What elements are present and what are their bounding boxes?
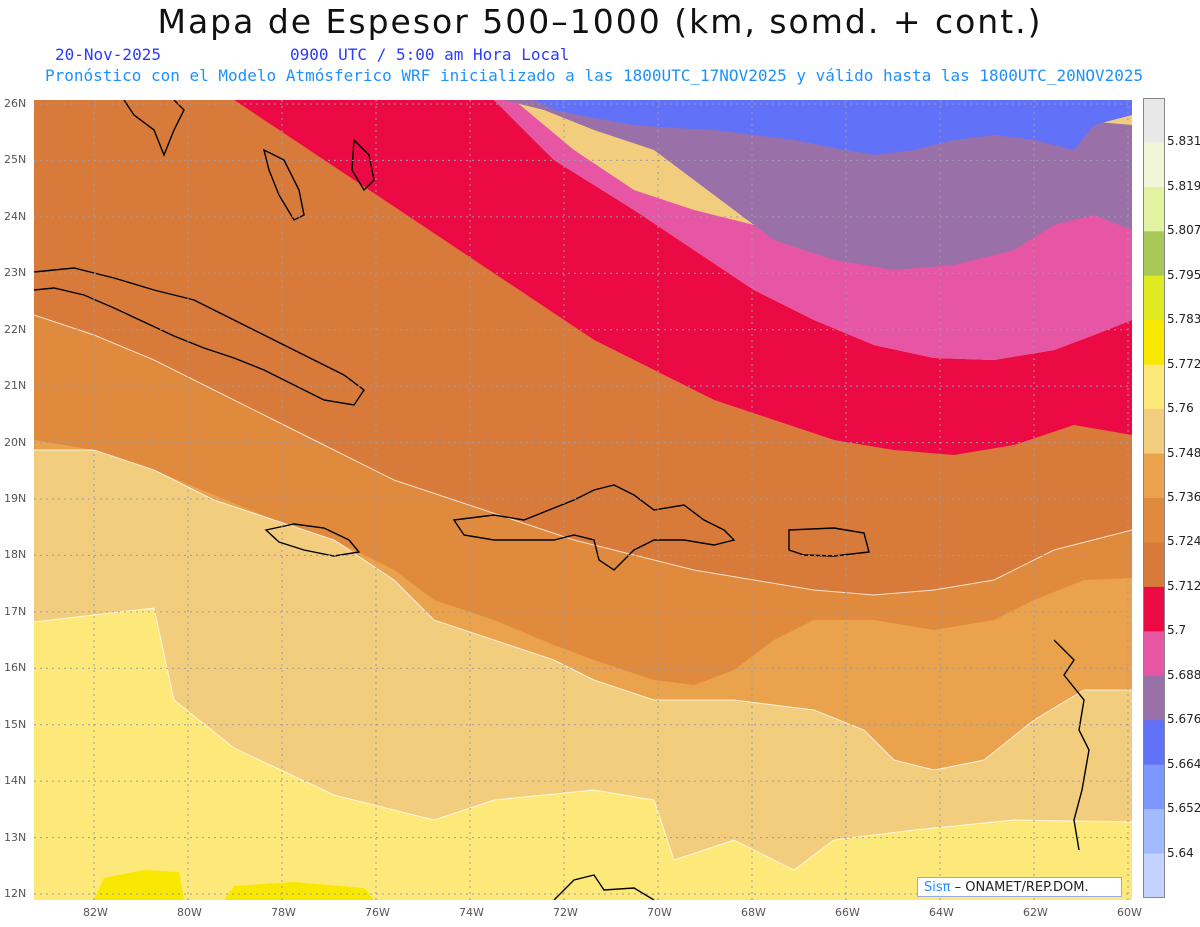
colorbar-swatch	[1143, 98, 1165, 143]
coast-bahamas-1	[262, 148, 305, 221]
coast-lesser-antilles	[1053, 639, 1090, 851]
lon-label: 74W	[459, 906, 484, 919]
lat-label: 24N	[4, 209, 27, 223]
colorbar-swatch	[1143, 142, 1165, 188]
colorbar-swatch	[1143, 453, 1165, 499]
colorbar-label: 5.736	[1167, 490, 1200, 504]
colorbar-label: 5.724	[1167, 534, 1200, 549]
band-5724	[34, 315, 1132, 685]
colorbar-swatch	[1143, 586, 1165, 632]
thickness-bands	[34, 100, 1132, 900]
colorbar-label: 5.7	[1167, 623, 1187, 638]
forecast-date: 20-Nov-2025	[55, 45, 161, 64]
credit-brand: Sisπ	[924, 880, 951, 895]
lat-label: 22N	[4, 322, 27, 336]
coast-florida	[123, 100, 185, 157]
colorbar-label: 5.795	[1167, 267, 1200, 282]
lon-label: 62W	[1023, 906, 1048, 919]
colorbar	[1143, 98, 1165, 898]
lat-label: 15N	[4, 717, 27, 731]
coastlines	[34, 100, 1090, 900]
colorbar-swatch	[1143, 498, 1165, 543]
lat-label: 14N	[4, 774, 27, 788]
colorbar-label: 5.783	[1167, 312, 1200, 327]
colorbar-swatch	[1143, 853, 1165, 898]
colorbar-label: 5.807	[1167, 223, 1200, 238]
colorbar-label: 5.712	[1167, 578, 1200, 593]
map-title: Mapa de Espesor 500–1000 (km, somd. + co…	[157, 2, 1043, 41]
lon-label: 66W	[835, 906, 860, 919]
lon-label: 68W	[741, 906, 766, 919]
lat-label: 20N	[4, 435, 27, 449]
credit-text: – ONAMET/REP.DOM.	[950, 880, 1089, 895]
lat-label: 19N	[4, 492, 27, 505]
colorbar-label: 5.819	[1167, 178, 1200, 193]
colorbar-swatch	[1143, 764, 1165, 810]
coast-puertorico	[788, 527, 870, 557]
colorbar-label: 5.772	[1167, 356, 1200, 371]
lat-label: 21N	[4, 379, 27, 393]
lat-label: 25N	[4, 153, 27, 167]
coast-hispaniola	[452, 484, 736, 571]
lat-label: 17N	[4, 604, 27, 618]
colorbar-label: 5.76	[1167, 401, 1194, 416]
colorbar-swatch	[1143, 364, 1165, 410]
lon-label: 70W	[647, 906, 672, 919]
band-5760	[34, 608, 1132, 900]
lat-label: 13N	[4, 830, 27, 844]
coast-venezuela	[553, 874, 655, 900]
colorbar-label: 5.748	[1167, 445, 1200, 460]
colorbar-swatch	[1143, 231, 1165, 277]
valid-time: 0900 UTC / 5:00 am Hora Local	[290, 45, 570, 64]
lat-label: 18N	[4, 548, 27, 562]
coast-jamaica	[264, 523, 361, 557]
colorbar-label: 5.64	[1167, 845, 1194, 860]
colorbar-label: 5.688	[1167, 667, 1200, 682]
band-5688	[374, 100, 1132, 360]
colorbar-label: 5.676	[1167, 712, 1200, 727]
band-5664	[534, 100, 1132, 155]
lon-label: 72W	[553, 906, 578, 919]
colorbar-swatch	[1143, 631, 1165, 677]
colorbar-swatch	[1143, 542, 1165, 588]
lon-label: 60W	[1117, 906, 1142, 919]
lat-label: 16N	[4, 661, 27, 675]
colorbar-swatch	[1143, 720, 1165, 766]
lat-label: 23N	[4, 266, 27, 280]
yellow-patch-1	[94, 870, 184, 900]
coast-bahamas-2	[351, 138, 375, 192]
band-5676	[504, 100, 1132, 270]
graticule	[34, 100, 1132, 900]
colorbar-label: 5.664	[1167, 756, 1200, 771]
forecast-note: Pronóstico con el Modelo Atmósferico WRF…	[45, 66, 1144, 85]
lat-label: 12N	[4, 887, 27, 900]
lat-label: 26N	[4, 97, 27, 110]
lon-label: 64W	[929, 906, 954, 919]
band-5700	[94, 100, 1132, 455]
colorbar-swatch	[1143, 409, 1165, 455]
band-5712	[34, 100, 1132, 595]
colorbar-swatch	[1143, 675, 1165, 721]
lon-label: 76W	[365, 906, 390, 919]
lon-label: 82W	[83, 906, 108, 919]
lon-label: 80W	[177, 906, 202, 919]
coast-cuba	[34, 267, 365, 406]
colorbar-label: 5.831	[1167, 134, 1200, 149]
colorbar-swatch	[1143, 809, 1165, 855]
colorbar-label: 5.652	[1167, 801, 1200, 816]
colorbar-swatch	[1143, 186, 1165, 232]
lon-label: 78W	[271, 906, 296, 919]
yellow-patch-2	[224, 882, 374, 900]
thickness-map	[34, 100, 1132, 900]
colorbar-swatch	[1143, 320, 1165, 366]
credit-box: Sisπ – ONAMET/REP.DOM.	[917, 877, 1122, 897]
colorbar-swatch	[1143, 275, 1165, 321]
colorbar-frame	[1143, 98, 1165, 898]
contour-lines	[34, 314, 1132, 871]
